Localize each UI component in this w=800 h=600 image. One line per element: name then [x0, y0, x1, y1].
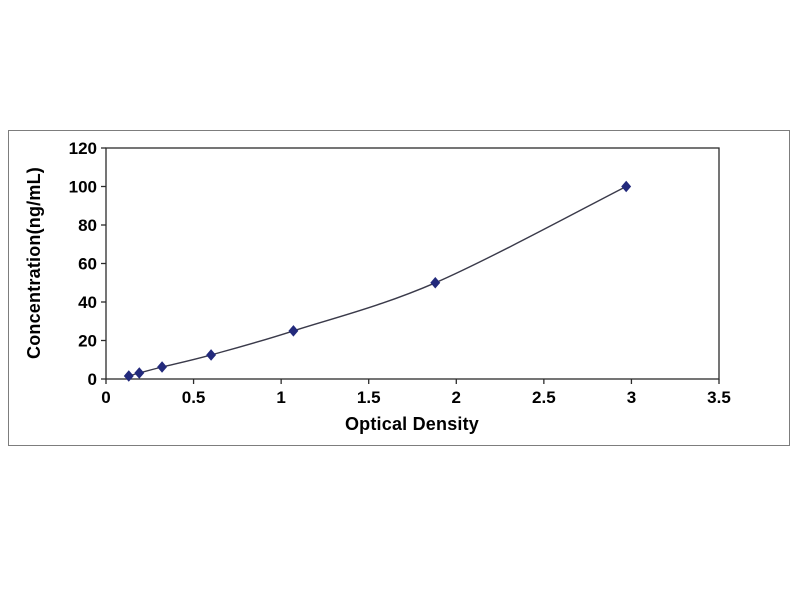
x-axis-tick-label: 2.5: [532, 388, 556, 407]
x-axis-title: Optical Density: [344, 414, 480, 434]
standard-curve-figure: Concentration(ng/mL) Optical Density 0 0.…: [8, 130, 790, 446]
x-axis-tick-label: 3.5: [707, 388, 731, 407]
y-axis-title: Concentration(ng/mL): [24, 167, 44, 359]
x-axis-tick-label: 1: [276, 388, 285, 407]
series-line: [128, 185, 627, 377]
x-axis-tick-label: 3: [627, 388, 636, 407]
data-point-marker: [621, 180, 632, 193]
data-point-marker: [123, 370, 134, 382]
x-axis-tick-label: 0: [101, 388, 110, 407]
x-axis-tick-label: 2: [452, 388, 461, 407]
data-point-marker: [430, 276, 441, 289]
y-axis-tick-label: 0: [88, 370, 97, 389]
line-chart: 0 0.5 1 1.5 2 2.5 3 3.5 0 20 40 60 80 100 120: [69, 139, 731, 407]
y-axis-tick-label: 20: [78, 332, 97, 351]
y-axis-tick-label: 80: [78, 216, 97, 235]
y-axis-tick-label: 60: [78, 255, 97, 274]
data-point-marker: [134, 367, 145, 379]
y-axis-tick-label: 100: [69, 178, 97, 197]
y-axis-tick-label: 120: [69, 139, 97, 158]
y-axis-tick-label: 40: [78, 293, 97, 312]
x-axis-tick-label: 1.5: [357, 388, 381, 407]
data-point-marker: [288, 325, 299, 337]
data-point-marker: [206, 349, 217, 361]
data-point-marker: [157, 361, 168, 373]
x-axis-tick-label: 0.5: [182, 388, 206, 407]
